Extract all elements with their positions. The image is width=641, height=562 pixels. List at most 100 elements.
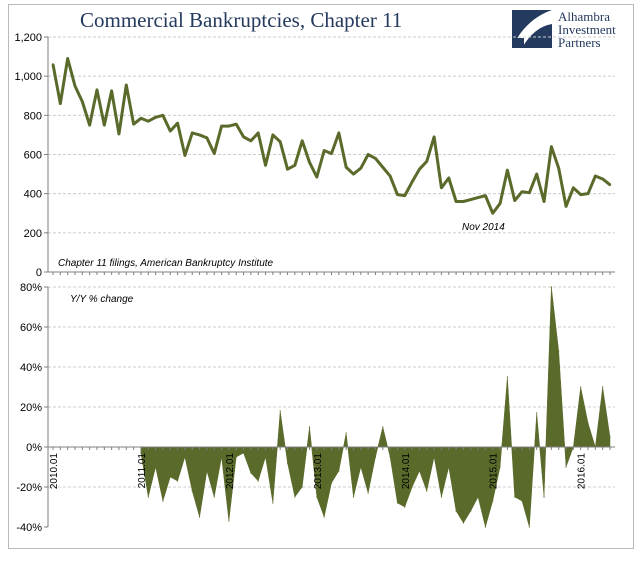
filings-data-point xyxy=(425,160,428,163)
yoy-data-point xyxy=(184,456,186,458)
bottom-chart: -40% -20% 0% 20% 40% 60% 80% 2010.01 2011.01 2012… xyxy=(16,282,615,534)
yoy-data-point xyxy=(286,462,289,464)
yoy-data-point xyxy=(602,386,604,388)
yoy-annotation: Y/Y % change xyxy=(70,294,134,305)
filings-data-point xyxy=(330,152,333,155)
filings-data-point xyxy=(359,167,363,170)
filings-data-point xyxy=(322,149,326,152)
filings-data-point xyxy=(418,167,421,171)
filings-data-point xyxy=(352,172,355,176)
filings-data-point xyxy=(51,63,55,66)
yoy-data-point xyxy=(433,456,435,458)
yoy-data-point xyxy=(301,486,303,488)
bottom-y-tick-label: 0% xyxy=(26,442,42,454)
yoy-data-point xyxy=(338,470,340,472)
x-tick-label: 2016.01 xyxy=(577,453,588,490)
filings-data-point xyxy=(601,177,604,181)
yoy-data-point xyxy=(404,506,406,508)
yoy-data-point xyxy=(250,472,252,474)
filings-data-point xyxy=(88,123,91,127)
x-tick-label: 2015.01 xyxy=(489,453,500,490)
yoy-data-point xyxy=(316,496,318,498)
bottom-y-tick-label: 20% xyxy=(20,402,42,414)
filings-data-point xyxy=(132,122,135,126)
yoy-data-point xyxy=(352,496,355,498)
top-y-tick-label: 1,000 xyxy=(14,71,42,83)
yoy-data-point xyxy=(228,520,230,522)
yoy-data-point xyxy=(330,482,333,484)
filings-data-point xyxy=(161,114,165,117)
top-chart: 0 200 400 600 800 1,000 1,200 Chapter 11 filing… xyxy=(14,32,615,279)
yoy-data-point xyxy=(470,510,472,512)
filings-data-point xyxy=(608,183,612,187)
x-tick-label: 2012.01 xyxy=(225,453,236,490)
yoy-data-point xyxy=(382,426,384,428)
filings-data-point xyxy=(205,136,209,140)
yoy-data-point xyxy=(550,286,552,288)
filings-data-point xyxy=(469,198,472,201)
yoy-data-point xyxy=(374,456,377,458)
bottom-y-tick-label: 60% xyxy=(20,322,42,334)
yoy-data-point xyxy=(294,496,296,498)
yoy-data-point xyxy=(411,486,413,488)
x-tick-label: 2013.01 xyxy=(313,453,324,490)
filings-data-point xyxy=(308,161,311,164)
filings-data-point xyxy=(125,83,128,87)
filings-data-point xyxy=(191,131,194,135)
filings-data-point xyxy=(564,205,568,208)
yoy-data-point xyxy=(543,496,545,498)
yoy-data-point xyxy=(242,452,245,454)
filings-data-point xyxy=(476,196,480,199)
filings-data-point xyxy=(396,193,399,196)
filings-data-point xyxy=(388,174,392,178)
filings-data-point xyxy=(213,152,216,155)
yoy-data-point xyxy=(360,466,362,468)
filings-data-point xyxy=(506,168,509,172)
chart-title: Commercial Bankruptcies, Chapter 11 xyxy=(80,8,403,32)
filings-data-point xyxy=(220,124,223,128)
yoy-data-point xyxy=(235,456,237,458)
filings-data-point xyxy=(498,202,502,205)
yoy-data-point xyxy=(169,476,171,478)
yoy-data-point xyxy=(477,496,479,498)
logo-line-2: Investment xyxy=(558,22,616,37)
yoy-data-point xyxy=(272,502,274,504)
filings-data-point xyxy=(103,123,106,127)
bottom-y-tick-label: 80% xyxy=(20,282,42,294)
filings-data-point xyxy=(278,140,282,143)
yoy-data-point xyxy=(528,526,530,528)
filings-data-point xyxy=(344,166,348,169)
source-annotation: Chapter 11 filings, American Bankruptcy … xyxy=(58,258,274,269)
filings-data-point xyxy=(183,154,187,157)
filings-data-point xyxy=(110,89,113,93)
yoy-data-point xyxy=(514,496,516,498)
bottom-y-tick-label: -40% xyxy=(16,522,42,534)
bottom-y-tick-label: 40% xyxy=(20,362,42,374)
filings-data-point xyxy=(257,131,260,135)
yoy-data-point xyxy=(323,516,325,518)
yoy-data-point xyxy=(147,496,149,498)
yoy-change-area xyxy=(140,286,611,528)
top-y-tick-label: 600 xyxy=(24,150,42,162)
yoy-data-point xyxy=(140,452,142,454)
yoy-data-point xyxy=(580,386,582,388)
filings-data-point xyxy=(550,145,553,148)
filings-data-point xyxy=(264,164,267,167)
nov-2014-annotation: Nov 2014 xyxy=(462,222,505,233)
yoy-data-point xyxy=(440,496,443,498)
filings-data-point xyxy=(271,133,275,137)
filings-data-point xyxy=(513,199,516,202)
filings-data-point xyxy=(73,84,77,88)
filings-data-point xyxy=(198,133,201,137)
yoy-data-point xyxy=(279,410,281,412)
x-tick-label: 2014.01 xyxy=(401,453,412,490)
yoy-data-point xyxy=(308,426,311,428)
filings-series-line xyxy=(51,57,611,215)
filings-data-point xyxy=(403,194,406,197)
yoy-data-point xyxy=(396,502,399,504)
filings-data-point xyxy=(139,117,143,120)
filings-data-point xyxy=(447,176,450,180)
filings-data-point xyxy=(454,200,458,203)
yoy-data-point xyxy=(587,422,589,424)
